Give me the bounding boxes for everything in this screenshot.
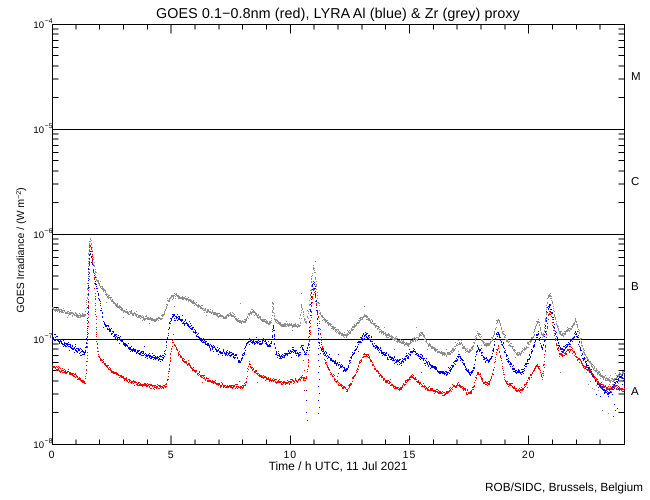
svg-text:Time / h UTC, 11 Jul 2021: Time / h UTC, 11 Jul 2021 [269, 459, 408, 473]
svg-text:10: 10 [33, 335, 44, 346]
svg-text:−6: −6 [45, 228, 53, 235]
svg-text:ROB/SIDC, Brussels, Belgium: ROB/SIDC, Brussels, Belgium [485, 480, 643, 494]
svg-text:GOES 0.1−0.8nm (red), LYRA Al: GOES 0.1−0.8nm (red), LYRA Al (blue) & Z… [156, 6, 521, 22]
svg-text:−4: −4 [45, 18, 53, 25]
svg-text:10: 10 [33, 440, 44, 451]
svg-text:−8: −8 [45, 438, 53, 445]
svg-text:10: 10 [283, 449, 297, 461]
svg-text:15: 15 [403, 449, 417, 461]
svg-text:B: B [631, 281, 639, 293]
svg-text:0: 0 [49, 449, 56, 461]
svg-text:−5: −5 [45, 123, 53, 130]
svg-text:10: 10 [33, 20, 44, 31]
svg-text:A: A [631, 386, 639, 398]
svg-text:−7: −7 [45, 333, 53, 340]
svg-text:10: 10 [33, 125, 44, 136]
svg-text:20: 20 [522, 449, 536, 461]
svg-text:C: C [631, 176, 639, 188]
svg-text:5: 5 [168, 449, 175, 461]
svg-text:GOES Irradiance / (W m−2): GOES Irradiance / (W m−2) [15, 187, 27, 312]
svg-text:10: 10 [33, 230, 44, 241]
svg-text:M: M [631, 71, 641, 83]
